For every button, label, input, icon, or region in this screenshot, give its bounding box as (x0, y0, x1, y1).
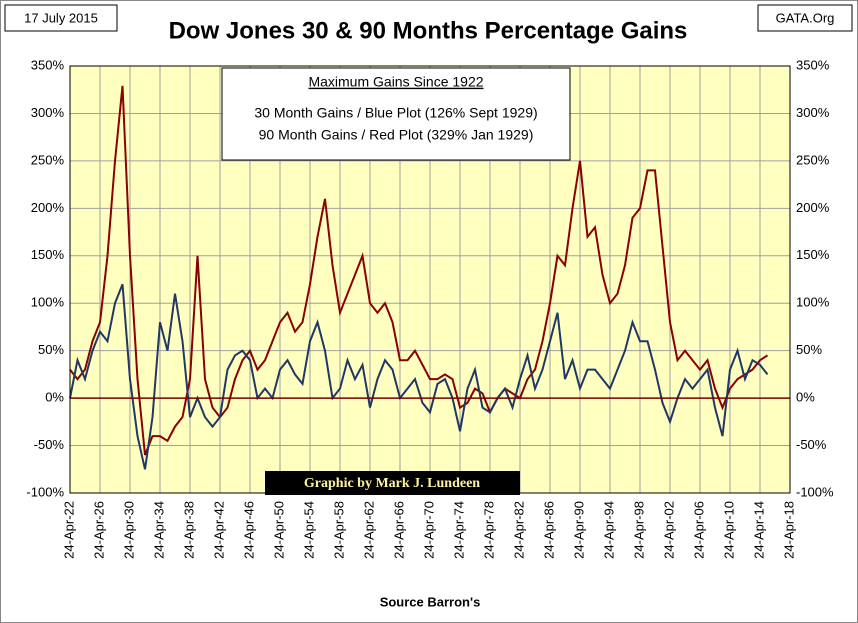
x-tick-label: 24-Apr-70 (421, 501, 436, 559)
y2-tick-label: -50% (796, 437, 827, 452)
y-tick-label: 300% (31, 105, 65, 120)
date-box (4, 4, 118, 32)
x-tick-label: 24-Apr-46 (241, 501, 256, 559)
y2-tick-label: 0% (796, 390, 815, 405)
date: 17 July 2015 (24, 10, 98, 25)
y2-tick-label: 350% (796, 57, 830, 72)
y-tick-label: 350% (31, 57, 65, 72)
y-tick-label: 250% (31, 152, 65, 167)
lines (69, 85, 790, 470)
x-tick-label: 24-Apr-14 (751, 501, 766, 559)
site: GATA.Org (776, 10, 835, 25)
x-tick-label: 24-Apr-30 (121, 501, 136, 559)
x-tick-label: 24-Apr-66 (391, 501, 406, 559)
x-tick-label: 24-Apr-02 (661, 501, 676, 559)
y2-tick-label: 50% (796, 342, 822, 357)
series-line (69, 283, 769, 470)
y-tick-label: -50% (34, 437, 65, 452)
y-tick-label: 0% (45, 390, 64, 405)
y-tick-label: -100% (26, 484, 64, 499)
x-tick-label: 24-Apr-94 (601, 501, 616, 559)
x-tick-label: 24-Apr-06 (691, 501, 706, 559)
site-box (757, 4, 853, 32)
y-tick-label: 50% (38, 342, 64, 357)
x-tick-label: 24-Apr-58 (331, 501, 346, 559)
x-tick-label: 24-Apr-82 (511, 501, 526, 559)
y-tick-label: 150% (31, 247, 65, 262)
x-tick-label: 24-Apr-50 (271, 501, 286, 559)
x-tick-label: 24-Apr-26 (91, 501, 106, 559)
y-tick-label: 200% (31, 200, 65, 215)
x-tick-label: 24-Apr-90 (571, 501, 586, 559)
legend-line: 90 Month Gains / Red Plot (329% Jan 1929… (259, 127, 534, 143)
y2-tick-label: 150% (796, 247, 830, 262)
x-tick-label: 24-Apr-54 (301, 501, 316, 559)
x-tick-label: 24-Apr-42 (211, 501, 226, 559)
y2-tick-label: 100% (796, 295, 830, 310)
x-tick-label: 24-Apr-22 (61, 501, 76, 559)
chart-title: Dow Jones 30 & 90 Months Percentage Gain… (169, 17, 688, 44)
x-tick-label: 24-Apr-86 (541, 501, 556, 559)
x-tick-label: 24-Apr-10 (721, 501, 736, 559)
x-tick-label: 24-Apr-78 (481, 501, 496, 559)
y2-tick-label: 250% (796, 152, 830, 167)
x-tick-label: 24-Apr-38 (181, 501, 196, 559)
x-tick-label: 24-Apr-18 (781, 501, 796, 559)
x-tick-label: 24-Apr-34 (151, 501, 166, 559)
y-tick-label: 100% (31, 295, 65, 310)
x-axis-label: Source Barron's (380, 594, 481, 609)
y2-tick-label: 300% (796, 105, 830, 120)
legend-title: Maximum Gains Since 1922 (308, 74, 483, 90)
x-tick-label: 24-Apr-62 (361, 501, 376, 559)
x-tick-label: 24-Apr-98 (631, 501, 646, 559)
credit: Graphic by Mark J. Lundeen (304, 476, 480, 491)
credit-box (265, 471, 520, 495)
y2-tick-label: -100% (796, 484, 834, 499)
legend-box (221, 67, 571, 161)
x-tick-label: 24-Apr-74 (451, 501, 466, 559)
y2-tick-label: 200% (796, 200, 830, 215)
legend-line: 30 Month Gains / Blue Plot (126% Sept 19… (254, 105, 537, 121)
